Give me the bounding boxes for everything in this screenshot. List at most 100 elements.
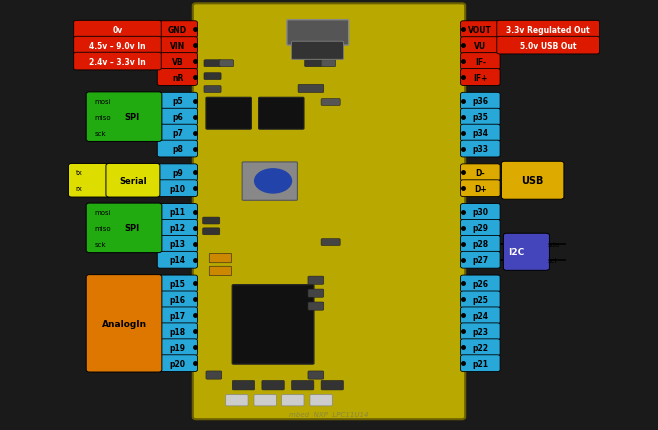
FancyBboxPatch shape [461,22,500,38]
FancyBboxPatch shape [503,234,549,271]
Text: rx: rx [76,186,82,192]
FancyBboxPatch shape [308,302,324,310]
FancyBboxPatch shape [74,21,161,39]
FancyBboxPatch shape [461,355,500,372]
Text: USB: USB [521,176,544,186]
FancyBboxPatch shape [321,61,336,68]
Text: p23: p23 [472,327,488,336]
FancyBboxPatch shape [262,381,284,390]
Text: VOUT: VOUT [468,26,492,34]
FancyBboxPatch shape [461,53,500,70]
FancyBboxPatch shape [157,69,197,86]
FancyBboxPatch shape [157,339,197,356]
Text: 5.0v USB Out: 5.0v USB Out [520,42,576,50]
FancyBboxPatch shape [461,339,500,356]
FancyBboxPatch shape [157,307,197,324]
FancyBboxPatch shape [232,285,314,364]
FancyBboxPatch shape [157,37,197,54]
Text: p36: p36 [472,97,488,106]
FancyBboxPatch shape [86,275,162,372]
Text: p20: p20 [170,359,186,368]
Text: p34: p34 [472,129,488,138]
FancyBboxPatch shape [497,37,599,55]
FancyBboxPatch shape [461,125,500,142]
Text: nR: nR [172,74,184,82]
FancyBboxPatch shape [74,53,161,71]
Text: GND: GND [168,26,188,34]
FancyBboxPatch shape [86,92,162,142]
Text: scl: scl [548,257,557,263]
FancyBboxPatch shape [321,99,340,106]
FancyBboxPatch shape [209,254,232,263]
FancyBboxPatch shape [321,381,343,390]
FancyBboxPatch shape [157,164,197,181]
Text: mbed  NXP  LPC11U14: mbed NXP LPC11U14 [290,411,368,417]
FancyBboxPatch shape [461,292,500,308]
Text: p15: p15 [170,280,186,288]
FancyBboxPatch shape [157,53,197,70]
FancyBboxPatch shape [157,204,197,221]
FancyBboxPatch shape [461,276,500,292]
Text: p8: p8 [172,145,183,154]
Text: p22: p22 [472,343,488,352]
Text: mosi: mosi [95,98,111,104]
Text: sck: sck [95,130,107,136]
Text: p19: p19 [170,343,186,352]
Text: p10: p10 [170,184,186,193]
Text: SPI: SPI [124,224,139,233]
FancyBboxPatch shape [461,69,500,86]
Text: 0v: 0v [113,26,122,34]
FancyBboxPatch shape [86,204,162,253]
FancyBboxPatch shape [259,98,304,130]
Text: IF-: IF- [475,58,486,66]
FancyBboxPatch shape [308,289,324,298]
Text: p5: p5 [172,97,183,106]
FancyBboxPatch shape [310,395,332,406]
Text: mosi: mosi [95,209,111,215]
FancyBboxPatch shape [206,371,222,379]
FancyBboxPatch shape [219,61,234,68]
FancyBboxPatch shape [157,355,197,372]
FancyBboxPatch shape [461,204,500,221]
Text: p18: p18 [170,327,186,336]
Text: tx: tx [76,170,82,176]
FancyBboxPatch shape [282,395,304,406]
Text: p6: p6 [172,113,183,122]
Text: p26: p26 [472,280,488,288]
Text: p9: p9 [172,169,183,177]
Text: p35: p35 [472,113,488,122]
FancyBboxPatch shape [461,93,500,110]
Text: p13: p13 [170,240,186,249]
Text: VU: VU [474,42,486,50]
FancyBboxPatch shape [203,218,220,224]
Text: 2.4v – 3.3v In: 2.4v – 3.3v In [89,58,146,66]
Text: p14: p14 [170,256,186,264]
Text: 4.5v – 9.0v In: 4.5v – 9.0v In [89,42,146,50]
FancyBboxPatch shape [461,307,500,324]
FancyBboxPatch shape [242,163,297,201]
FancyBboxPatch shape [461,141,500,157]
FancyBboxPatch shape [157,323,197,340]
Text: 3.3v Regulated Out: 3.3v Regulated Out [506,26,590,34]
FancyBboxPatch shape [461,37,500,54]
Text: p21: p21 [472,359,488,368]
Text: AnalogIn: AnalogIn [101,319,147,328]
FancyBboxPatch shape [157,236,197,253]
FancyBboxPatch shape [232,381,255,390]
Text: p7: p7 [172,129,183,138]
FancyBboxPatch shape [226,395,248,406]
Text: p28: p28 [472,240,488,249]
FancyBboxPatch shape [157,93,197,110]
FancyBboxPatch shape [287,21,349,46]
FancyBboxPatch shape [204,86,221,93]
Text: p17: p17 [170,311,186,320]
FancyBboxPatch shape [209,267,232,276]
FancyBboxPatch shape [68,164,111,197]
FancyBboxPatch shape [461,180,500,197]
FancyBboxPatch shape [206,98,251,130]
FancyBboxPatch shape [501,162,564,200]
FancyBboxPatch shape [308,371,324,379]
FancyBboxPatch shape [298,85,324,93]
Text: p16: p16 [170,295,186,304]
Text: p27: p27 [472,256,488,264]
